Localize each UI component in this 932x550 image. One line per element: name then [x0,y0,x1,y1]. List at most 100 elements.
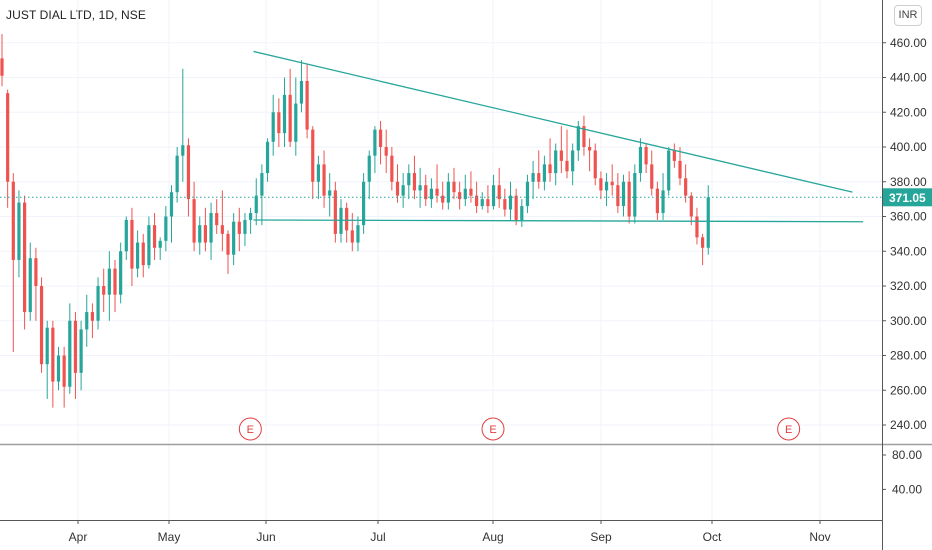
time-tick-label: Aug [482,530,503,544]
candle-body [463,188,467,200]
time-axis[interactable]: Apr May Jun Jul Aug Sep Oct Nov [69,520,831,544]
trendlines[interactable] [253,50,864,223]
candle-body [480,199,484,207]
price-tick-label: 420.00 [890,105,927,119]
candle-body [79,329,83,373]
candle-body [102,286,106,295]
grid [0,0,882,520]
candle-body [130,219,134,269]
candle-body [141,242,145,266]
price-tick-label: 280.00 [890,349,927,363]
candle-body [418,185,422,191]
candle-body [288,94,292,142]
candle-body [113,268,117,295]
price-tick-label: 300.00 [890,314,927,328]
candle-body [576,126,580,151]
candle-body [299,80,304,104]
price-tick-label: 340.00 [890,244,927,258]
trendline [253,219,864,223]
candle-body [220,225,224,234]
last-price-tag [883,188,932,207]
candle-body [345,207,349,231]
candle-body [73,320,78,373]
earnings-marker [481,417,505,441]
candle-body [17,202,21,260]
candle-body [192,199,196,243]
candle-body [249,213,253,220]
candle-body [277,112,281,134]
candle-body [537,173,541,182]
candle-body [458,192,462,200]
time-tick-label: Oct [703,530,722,544]
candle-body [412,173,417,191]
candle-body [373,129,377,156]
currency-button[interactable]: INR [894,5,922,26]
candle-body [667,150,671,191]
candle-body [548,164,552,174]
candle-body [260,173,264,196]
candle-body [452,181,456,193]
candle-body [237,221,241,234]
candle-body [508,195,513,210]
earnings-marker [238,417,262,441]
candle-body [51,327,55,382]
candle-body [497,185,501,200]
candle-body [350,230,354,243]
candle-body [678,160,682,179]
candle-body [424,185,428,200]
last-price-line: 371.05 [0,188,932,207]
candle-body [525,181,530,207]
price-tick-label: 260.00 [890,383,927,397]
candle-body [378,129,383,147]
price-tick-label: 400.00 [890,140,927,154]
price-tick-label: 460.00 [890,36,927,50]
candle-body [582,126,586,147]
candle-body [305,80,309,130]
candle-body [39,286,44,365]
candle-body [706,197,710,248]
candle-body [282,94,287,134]
candle-body [701,237,705,248]
candle-body [11,181,15,260]
candle-body [136,242,140,269]
earnings-marker-label: E [785,424,792,436]
candle-body [294,103,298,142]
candle-body [395,181,400,196]
candle-body [96,286,100,321]
candle-body [661,190,665,214]
candle-body [6,93,10,182]
candle-body [62,355,66,387]
candle-body [401,185,405,196]
candle-body [169,192,174,217]
time-tick-label: Nov [809,530,830,544]
price-tick-label: 360.00 [890,210,927,224]
candle-body [45,327,49,365]
candle-body [565,160,569,172]
candle-body [265,141,270,174]
last-price-tag-label: 371.05 [889,191,926,205]
candle-body [311,129,315,182]
earnings-marker-label: E [247,424,254,436]
candle-body [175,155,179,193]
candle-body [181,145,185,156]
candle-body [124,219,128,252]
candle-body [367,155,371,182]
indicator-axis: 40.00 80.00 [882,448,922,496]
candle-body [90,312,94,321]
candle-body [588,147,592,151]
candle-body [85,312,89,330]
candle-body [429,188,433,200]
candle-body [616,185,620,207]
candle-body [384,147,388,156]
candle-body [209,213,213,243]
candle-body [328,190,332,196]
candle-body [203,225,207,243]
candle-body [604,181,609,191]
candle-body [356,225,360,243]
time-tick-label: Jul [370,530,385,544]
candle-body [271,112,275,142]
price-axis[interactable]: 240.00 260.00 280.00 300.00 320.00 340.00 360.… [882,36,927,432]
